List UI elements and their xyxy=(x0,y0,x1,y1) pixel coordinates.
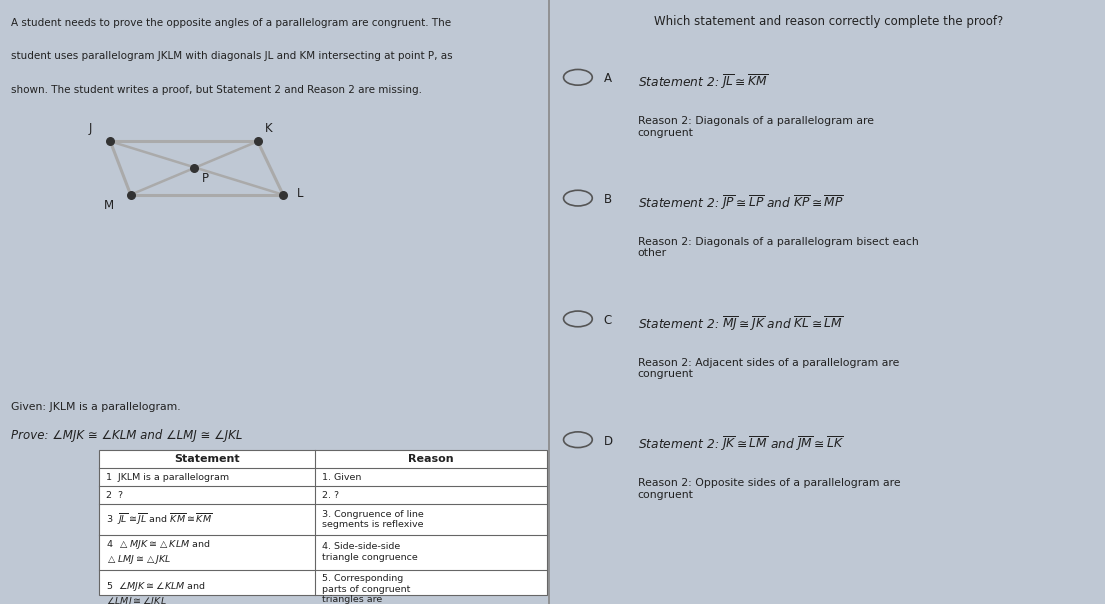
Point xyxy=(186,163,203,173)
Text: K: K xyxy=(265,121,273,135)
Text: D: D xyxy=(604,435,621,448)
Text: Reason 2: Adjacent sides of a parallelogram are
congruent: Reason 2: Adjacent sides of a parallelog… xyxy=(638,358,899,379)
Point xyxy=(102,137,119,146)
Point xyxy=(122,190,139,199)
Text: J: J xyxy=(88,121,92,135)
Text: Reason 2: Diagonals of a parallelogram bisect each
other: Reason 2: Diagonals of a parallelogram b… xyxy=(638,237,918,259)
Text: 2. ?: 2. ? xyxy=(322,491,338,500)
Circle shape xyxy=(564,432,592,448)
Text: Reason 2: Diagonals of a parallelogram are
congruent: Reason 2: Diagonals of a parallelogram a… xyxy=(638,116,874,138)
Text: Given: JKLM is a parallelogram.: Given: JKLM is a parallelogram. xyxy=(11,402,181,412)
Text: Prove: ∠MJK ≅ ∠KLM and ∠LMJ ≅ ∠JKL: Prove: ∠MJK ≅ ∠KLM and ∠LMJ ≅ ∠JKL xyxy=(11,429,242,442)
Text: Statement 2: $\overline{MJ} \cong \overline{JK}$ and $\overline{KL} \cong \overl: Statement 2: $\overline{MJ} \cong \overl… xyxy=(638,314,843,333)
Text: 4  $\triangle MJK \cong \triangle KLM$ and
$\triangle LMJ \cong \triangle JKL$: 4 $\triangle MJK \cong \triangle KLM$ an… xyxy=(106,538,211,566)
Text: Which statement and reason correctly complete the proof?: Which statement and reason correctly com… xyxy=(654,15,1003,28)
Text: Statement 2: $\overline{JK} \cong \overline{LM}$ and $\overline{JM} \cong \overl: Statement 2: $\overline{JK} \cong \overl… xyxy=(638,435,843,454)
Text: Statement 2: $\overline{JP} \cong \overline{LP}$ and $\overline{KP} \cong \overl: Statement 2: $\overline{JP} \cong \overl… xyxy=(638,193,843,212)
Text: Reason 2: Opposite sides of a parallelogram are
congruent: Reason 2: Opposite sides of a parallelog… xyxy=(638,478,901,500)
Circle shape xyxy=(564,311,592,327)
Text: 1  JKLM is a parallelogram: 1 JKLM is a parallelogram xyxy=(106,473,229,481)
Text: M: M xyxy=(104,199,114,212)
Text: 5. Corresponding
parts of congruent
triangles are
congruent: 5. Corresponding parts of congruent tria… xyxy=(322,574,410,604)
Point xyxy=(274,190,292,199)
Text: shown. The student writes a proof, but Statement 2 and Reason 2 are missing.: shown. The student writes a proof, but S… xyxy=(11,85,422,95)
Text: 3. Congruence of line
segments is reflexive: 3. Congruence of line segments is reflex… xyxy=(322,510,423,529)
Text: student uses parallelogram JKLM with diagonals JL and KM intersecting at point P: student uses parallelogram JKLM with dia… xyxy=(11,51,453,62)
Text: 1. Given: 1. Given xyxy=(322,473,361,481)
Text: Statement 2: $\overline{JL} \cong \overline{KM}$: Statement 2: $\overline{JL} \cong \overl… xyxy=(638,72,768,91)
Text: 5  $\angle MJK \cong \angle KLM$ and
$\angle LMJ \cong \angle JKL$: 5 $\angle MJK \cong \angle KLM$ and $\an… xyxy=(106,580,206,604)
Text: 4. Side-side-side
triangle congruence: 4. Side-side-side triangle congruence xyxy=(322,542,418,562)
Text: Reason: Reason xyxy=(408,454,454,464)
Text: 2  ?: 2 ? xyxy=(106,491,123,500)
Circle shape xyxy=(564,69,592,85)
Text: A student needs to prove the opposite angles of a parallelogram are congruent. T: A student needs to prove the opposite an… xyxy=(11,18,451,28)
Text: L: L xyxy=(296,187,303,200)
Text: A: A xyxy=(604,72,620,86)
Circle shape xyxy=(564,190,592,206)
Text: 3  $\overline{JL} \cong \overline{JL}$ and $\overline{KM} \cong \overline{KM}$: 3 $\overline{JL} \cong \overline{JL}$ an… xyxy=(106,512,212,527)
Text: B: B xyxy=(604,193,620,207)
Text: C: C xyxy=(604,314,620,327)
Text: P: P xyxy=(202,172,209,185)
FancyBboxPatch shape xyxy=(99,450,547,595)
Point xyxy=(249,137,266,146)
Text: Statement: Statement xyxy=(175,454,240,464)
